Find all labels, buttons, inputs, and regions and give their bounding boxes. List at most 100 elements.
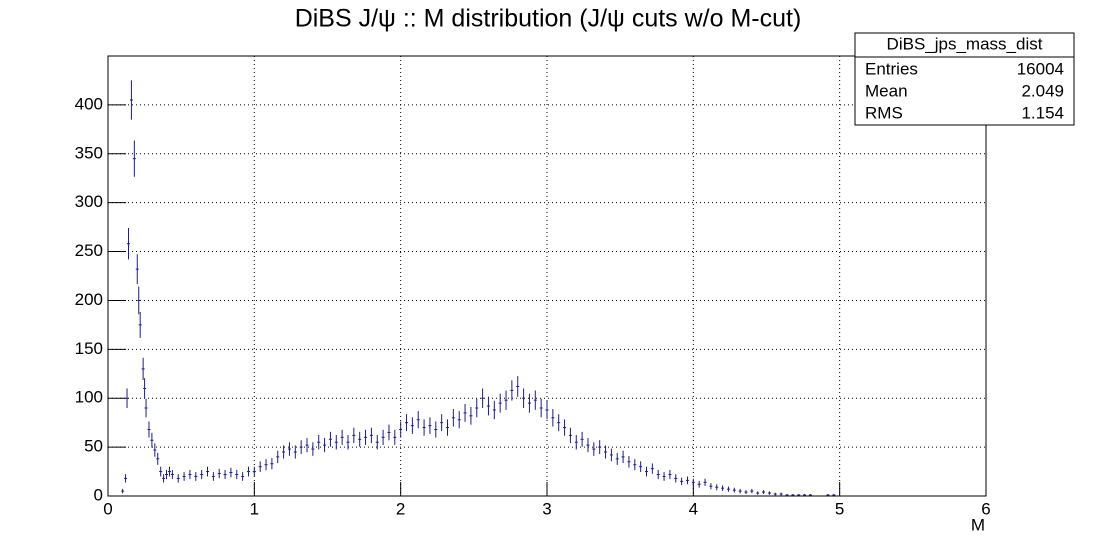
- data-point: [410, 417, 414, 434]
- data-point: [328, 431, 332, 447]
- data-point: [674, 474, 678, 483]
- data-point: [153, 443, 157, 457]
- data-point: [170, 469, 174, 480]
- data-point: [358, 431, 362, 447]
- data-point: [662, 472, 666, 481]
- data-point: [762, 490, 766, 495]
- data-point: [258, 461, 262, 473]
- data-point: [305, 438, 309, 453]
- data-point: [405, 414, 409, 432]
- data-point: [276, 450, 280, 464]
- data-point: [598, 440, 602, 455]
- stats-name: RMS: [865, 103, 903, 122]
- data-point: [533, 390, 537, 410]
- data-point: [504, 390, 508, 410]
- stats-value: 1.154: [1021, 103, 1064, 122]
- x-tick-label: 3: [542, 499, 551, 518]
- data-point: [293, 445, 297, 459]
- data-point: [621, 450, 625, 464]
- x-tick-label: 1: [250, 499, 259, 518]
- data-point: [580, 431, 584, 447]
- stats-box: [854, 32, 1075, 126]
- data-point: [709, 483, 713, 490]
- data-point: [656, 469, 660, 480]
- data-point: [126, 228, 130, 260]
- data-point: [522, 388, 526, 408]
- data-point: [129, 80, 133, 120]
- data-point: [144, 398, 148, 418]
- data-point: [808, 494, 812, 496]
- data-point: [132, 140, 136, 177]
- stats-name: Entries: [865, 59, 918, 78]
- data-point: [137, 286, 141, 315]
- data-point: [162, 474, 166, 483]
- data-point: [545, 400, 549, 420]
- data-point: [143, 378, 147, 399]
- data-point: [492, 400, 496, 420]
- data-point: [650, 463, 654, 474]
- data-point: [756, 491, 760, 495]
- data-point: [182, 472, 186, 481]
- data-point: [604, 445, 608, 459]
- data-point: [750, 488, 754, 494]
- data-point: [475, 398, 479, 418]
- x-tick-label: 6: [981, 499, 990, 518]
- data-point: [369, 427, 373, 444]
- data-point: [287, 442, 291, 456]
- data-point: [721, 485, 725, 491]
- x-tick-label: 5: [835, 499, 844, 518]
- data-point: [282, 445, 286, 459]
- data-point: [779, 492, 783, 496]
- y-tick-label: 250: [75, 241, 103, 260]
- data-point: [527, 393, 531, 413]
- data-point: [697, 480, 701, 488]
- data-point: [346, 434, 350, 450]
- data-point: [246, 466, 250, 477]
- data-point: [703, 478, 707, 486]
- data-point: [645, 466, 649, 477]
- data-point: [516, 376, 520, 397]
- data-point: [387, 424, 391, 441]
- data-point: [121, 488, 125, 494]
- data-point: [457, 411, 461, 429]
- data-point: [563, 419, 567, 436]
- data-point: [832, 494, 836, 496]
- data-point: [732, 487, 736, 493]
- y-tick-label: 0: [94, 485, 103, 504]
- data-point: [241, 472, 245, 481]
- data-point: [469, 406, 473, 425]
- data-point: [586, 438, 590, 453]
- data-point: [633, 459, 637, 471]
- data-point: [609, 448, 613, 462]
- y-tick-label: 100: [75, 388, 103, 407]
- data-point: [715, 484, 719, 491]
- data-point: [685, 476, 689, 485]
- data-point: [135, 254, 139, 285]
- data-point: [615, 452, 619, 465]
- data-point: [229, 467, 233, 478]
- data-point: [574, 434, 578, 450]
- data-point: [340, 429, 344, 445]
- data-point: [194, 472, 198, 481]
- data-point: [393, 429, 397, 445]
- data-point: [375, 434, 379, 450]
- data-point: [451, 409, 455, 427]
- data-point: [334, 434, 338, 450]
- data-point: [691, 478, 695, 486]
- stats-title: DiBS_jps_mass_dist: [887, 34, 1043, 53]
- data-point: [773, 492, 777, 496]
- data-point: [124, 474, 128, 483]
- data-point: [206, 466, 210, 477]
- data-point: [440, 414, 444, 432]
- data-point: [668, 469, 672, 480]
- data-point: [399, 421, 403, 438]
- data-point: [826, 494, 830, 496]
- data-point: [627, 455, 631, 468]
- data-point: [785, 494, 789, 496]
- stats-value: 16004: [1017, 59, 1064, 78]
- x-tick-label: 2: [396, 499, 405, 518]
- data-point: [791, 494, 795, 496]
- data-point: [463, 403, 467, 422]
